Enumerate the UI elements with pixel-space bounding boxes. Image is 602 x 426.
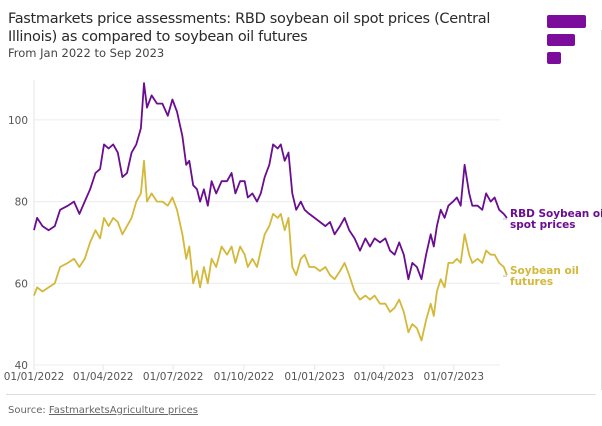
source-link[interactable]: FastmarketsAgriculture prices (48, 405, 198, 416)
chart-subtitle: From Jan 2022 to Sep 2023 (8, 46, 165, 60)
x-tick-label: 01/01/2023 (284, 371, 345, 383)
series-line-spot (33, 82, 508, 281)
x-tick-label: 01/07/2022 (143, 371, 204, 383)
x-tick-label: 01/04/2022 (73, 371, 134, 383)
x-tick-label: 01/10/2022 (214, 371, 275, 383)
y-tick-label: 40 (15, 360, 28, 372)
line-chart: 40 60 80 100 01/01/2022 01/04/2022 01/07/2022 0… (4, 80, 602, 383)
x-tick-label: 01/07/2023 (424, 371, 485, 383)
source-prefix: Source: (8, 405, 49, 416)
chart-title: Fastmarkets price assessments: RBD soybe… (8, 11, 491, 45)
x-tick-label: 01/04/2023 (354, 371, 415, 383)
series-label: Soybean oil (510, 265, 579, 277)
y-tick-label: 100 (8, 115, 28, 127)
series-label: futures (510, 276, 553, 288)
series-label: spot prices (510, 219, 576, 231)
source-note: Source: FastmarketsAgriculture prices (8, 405, 198, 416)
x-tick-label: 01/01/2022 (4, 371, 65, 383)
y-tick-label: 80 (15, 197, 28, 209)
y-tick-label: 60 (15, 278, 28, 290)
series-line-futures (33, 159, 508, 342)
footer-divider (6, 394, 596, 395)
series-label: RBD Soybean oil (510, 208, 602, 220)
